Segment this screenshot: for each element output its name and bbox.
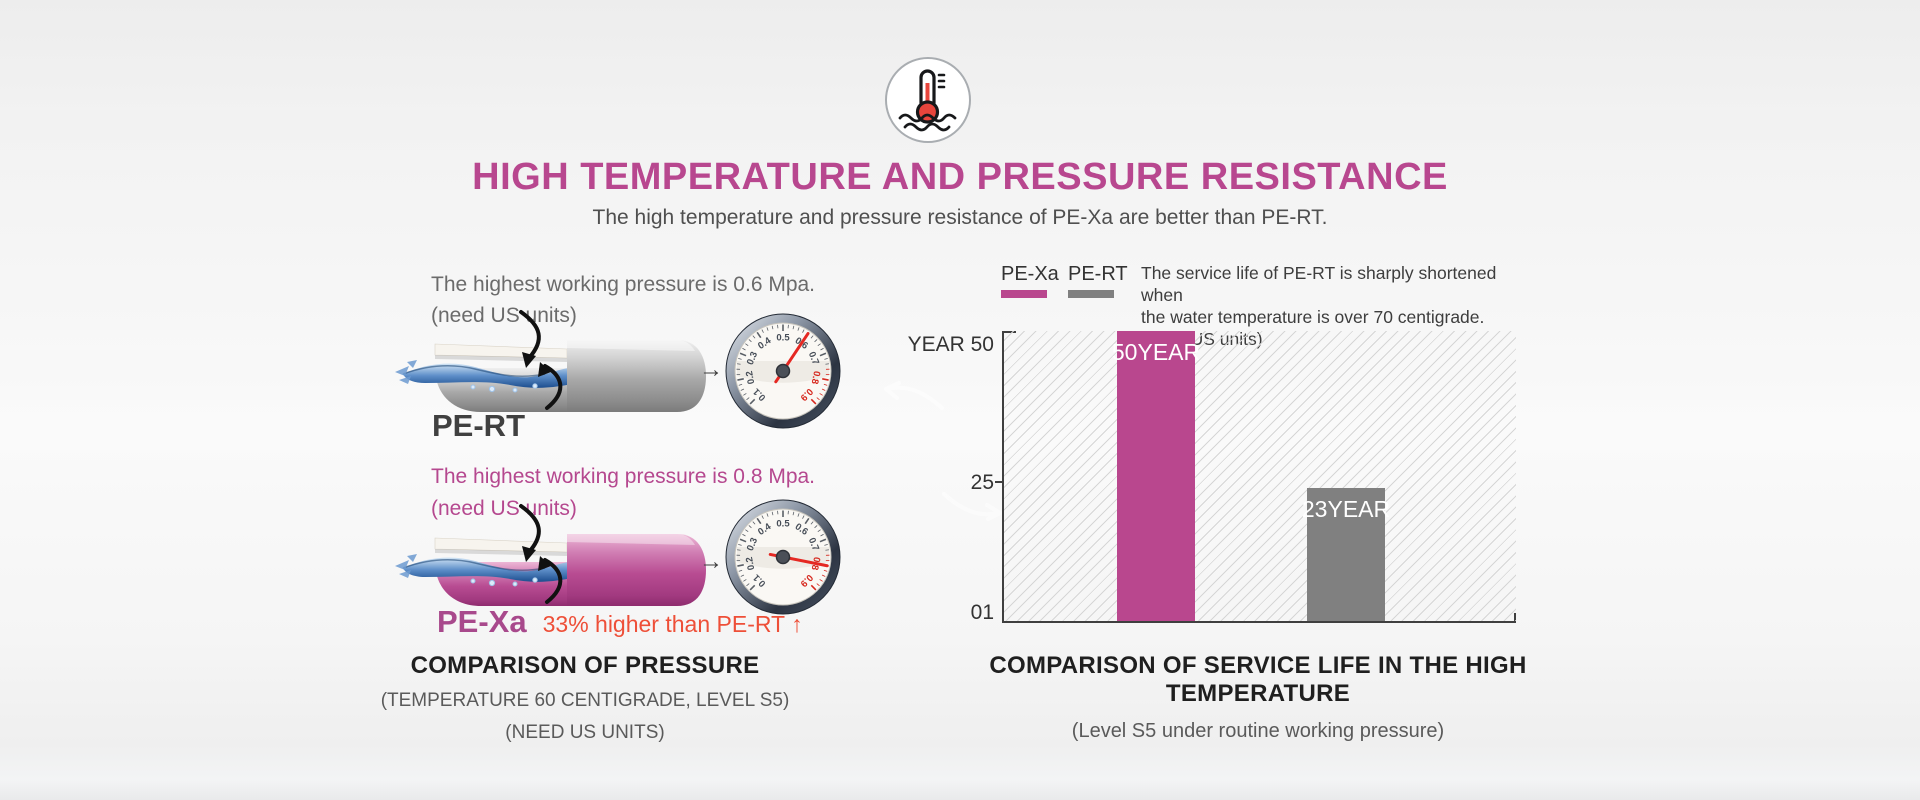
pressure-caption: COMPARISON OF PRESSURE (TEMPERATURE 60 C… [345,652,825,744]
pexa-pipe-illustration [395,504,706,606]
pexa-pressure-gauge: 0.10.20.30.40.50.60.70.80.9 [725,499,841,615]
curved-pointer-arrows-icon [519,504,563,604]
svg-text:0.3: 0.3 [745,350,760,366]
thermometer-icon [898,69,957,132]
svg-text:0.7: 0.7 [806,350,821,366]
section-icon-badge [885,57,971,143]
bar-label-pert: 23YEAR [1301,495,1391,522]
pexa-pressure-text: The highest working pressure is 0.8 Mpa. [431,465,816,488]
pressure-caption-sub2: (NEED US UNITS) [505,722,665,743]
page-title: HIGH TEMPERATURE AND PRESSURE RESISTANCE [472,156,1448,198]
svg-text:0.2: 0.2 [744,370,757,385]
svg-text:0.3: 0.3 [745,536,760,552]
pressure-caption-sub1: (TEMPERATURE 60 CENTIGRADE, LEVEL S5) [380,690,790,711]
pert-pressure-gauge: 0.10.20.30.40.50.60.70.80.9 [725,313,841,429]
pexa-flow-arrow-icon: → [699,548,723,575]
pert-units-note: (need US units) [431,304,577,327]
ytick-01: 01 [970,601,994,624]
service-life-bar-chart: 50YEAR 23YEAR [1002,331,1516,623]
legend-swatch-pert [1068,290,1114,298]
faint-sketch-arrow-left-icon [884,381,944,410]
bar-pexa: 50YEAR [1112,331,1200,621]
svg-text:0.5: 0.5 [776,519,790,530]
curved-pointer-arrows-icon [519,310,563,410]
legend-item-pert: PE-RT [1068,263,1128,298]
ytick-50: YEAR 50 [907,333,994,356]
pexa-label: PE-Xa [437,604,527,639]
pert-pipe-illustration [395,310,706,412]
pert-label: PE-RT [432,408,525,443]
bar-label-pexa: 50YEAR [1111,339,1201,365]
service-life-caption-sub: (Level S5 under routine working pressure… [1071,720,1445,742]
legend-swatch-pexa [1001,290,1047,298]
pexa-units-note: (need US units) [431,497,577,520]
faint-sketch-arrow-right-icon [942,492,1002,521]
pexa-comparison-note: 33% higher than PE-RT ↑ [542,611,803,637]
pert-flow-arrow-icon: → [699,356,723,383]
chart-note-line2: the water temperature is over 70 centigr… [1141,307,1485,327]
page-subtitle: The high temperature and pressure resist… [592,206,1328,229]
svg-text:0.5: 0.5 [776,333,790,344]
pressure-caption-title: COMPARISON OF PRESSURE [410,652,760,679]
service-life-caption: COMPARISON OF SERVICE LIFE IN THE HIGH T… [953,652,1563,743]
legend-label-pert: PE-RT [1068,263,1128,285]
svg-text:0.8: 0.8 [809,370,822,385]
legend-label-pexa: PE-Xa [1001,263,1059,285]
service-life-caption-title: COMPARISON OF SERVICE LIFE IN THE HIGH T… [989,652,1527,707]
bar-pert: 23YEAR [1302,487,1390,621]
chart-note-line1: The service life of PE-RT is sharply sho… [1141,263,1497,305]
ytick-25: 25 [970,471,994,494]
axis-tick-25 [995,481,1003,483]
pert-pressure-text: The highest working pressure is 0.6 Mpa. [431,273,816,296]
legend-item-pexa: PE-Xa [1001,263,1059,298]
svg-text:0.7: 0.7 [806,536,821,552]
pexa-label-row: PE-Xa 33% higher than PE-RT ↑ [437,604,803,640]
svg-text:0.2: 0.2 [744,556,757,571]
